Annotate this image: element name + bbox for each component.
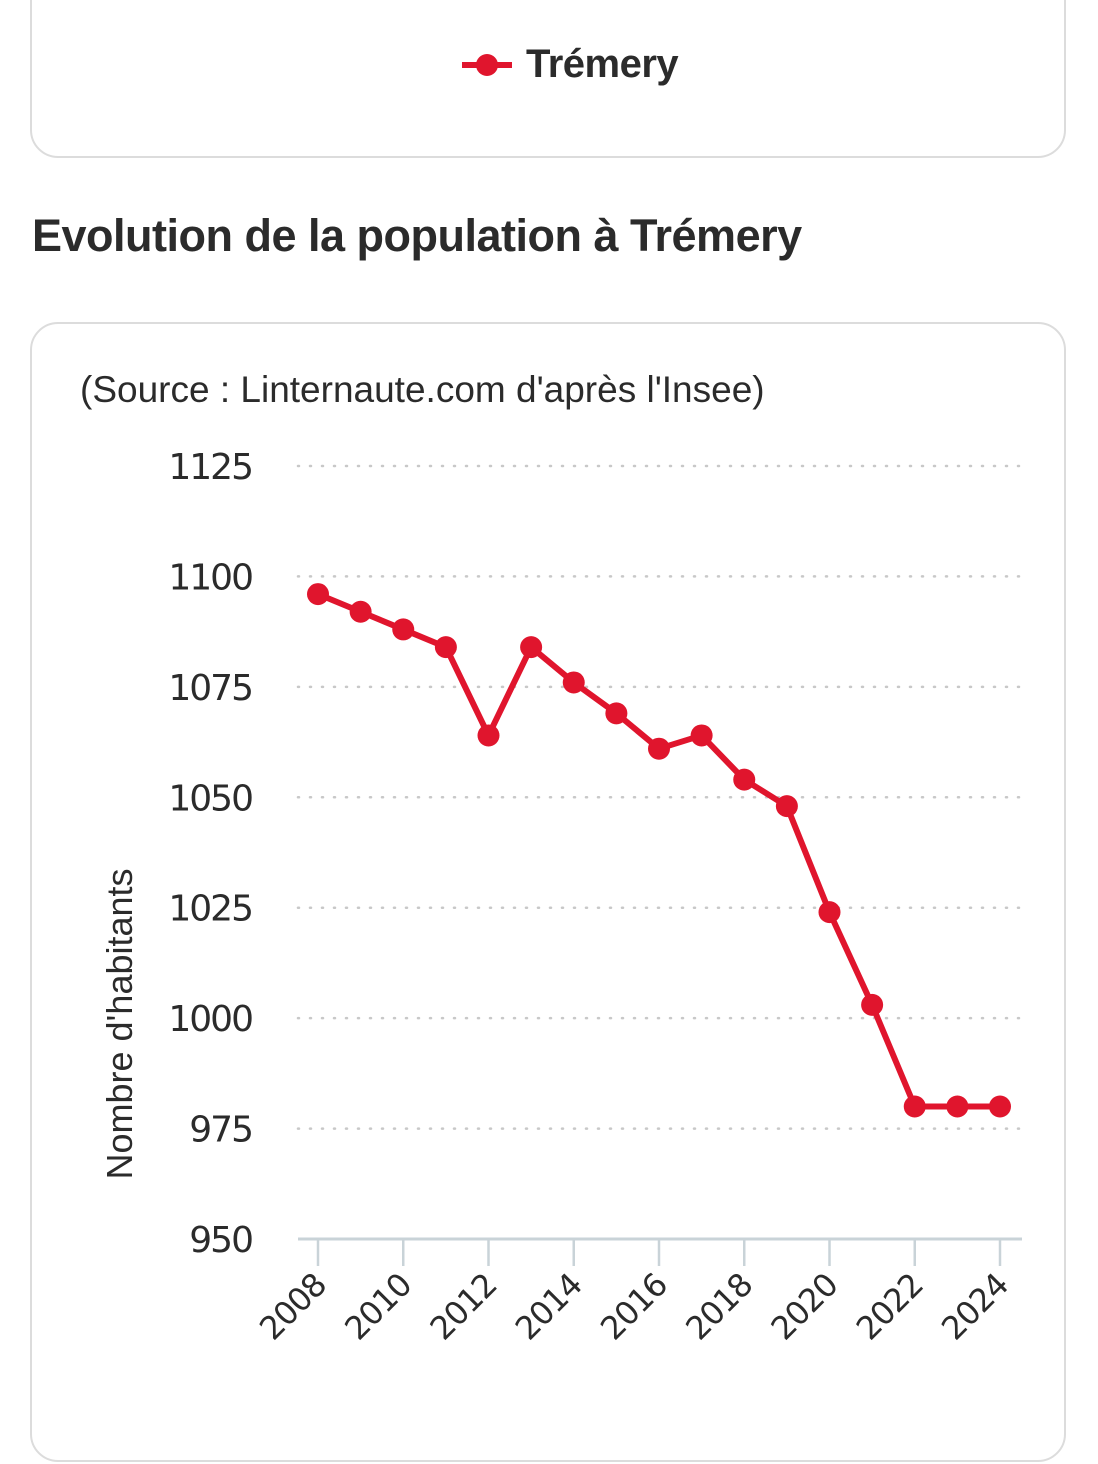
data-point	[648, 737, 670, 760]
x-axis	[298, 1237, 1022, 1266]
data-point	[946, 1095, 969, 1118]
y-tick-label: 950	[189, 1220, 252, 1261]
grid-lines	[296, 464, 1024, 1130]
x-tick-label: 2018	[678, 1266, 760, 1348]
x-tick-label: 2020	[764, 1266, 846, 1348]
x-tick-label: 2010	[337, 1266, 419, 1348]
data-point	[349, 600, 372, 623]
legend-label: Trémery	[526, 42, 679, 86]
legend-item-tremery[interactable]: Trémery	[462, 42, 679, 87]
series-tremery	[307, 583, 1011, 1118]
y-tick-label: 1100	[168, 557, 252, 598]
legend-card: Trémery	[30, 0, 1066, 158]
data-point	[818, 901, 841, 924]
data-point	[434, 636, 457, 659]
data-point	[520, 636, 543, 659]
population-chart: (Source : Linternaute.com d'après l'Inse…	[80, 369, 1024, 1348]
y-tick-label: 1125	[168, 447, 252, 488]
section-title: Evolution de la population à Trémery	[32, 210, 802, 261]
data-point	[392, 618, 415, 641]
data-point	[477, 724, 500, 747]
data-point	[775, 795, 798, 818]
y-axis-label: Nombre d'habitants	[99, 868, 140, 1179]
data-point	[562, 671, 585, 694]
data-point	[690, 724, 713, 747]
series-line	[316, 591, 1000, 1110]
x-tick-label: 2012	[423, 1266, 505, 1348]
data-point	[989, 1095, 1011, 1118]
x-tick-label: 2016	[593, 1266, 675, 1348]
chart-card: (Source : Linternaute.com d'après l'Inse…	[30, 322, 1066, 1462]
data-point	[605, 702, 628, 725]
data-point	[307, 583, 329, 606]
data-point	[861, 993, 884, 1016]
y-tick-labels: 950 975 1000 1025 1050 1075 1100 1125	[168, 447, 254, 1261]
x-tick-label: 2022	[849, 1266, 931, 1348]
y-tick-label: 975	[189, 1110, 252, 1151]
x-tick-label: 2008	[252, 1266, 334, 1348]
y-tick-label: 1000	[168, 999, 252, 1040]
y-tick-label: 1050	[168, 778, 252, 819]
data-point	[733, 768, 756, 791]
chart-source: (Source : Linternaute.com d'après l'Inse…	[80, 369, 765, 410]
line-dot-marker-icon	[462, 53, 512, 76]
x-tick-label: 2014	[508, 1266, 590, 1348]
y-tick-label: 1025	[168, 889, 252, 930]
data-point	[903, 1095, 926, 1118]
y-tick-label: 1075	[168, 668, 252, 709]
x-tick-label: 2024	[934, 1266, 1016, 1348]
x-tick-labels: 2008 2010 2012 2014 2016 2018 2020 2022 2024	[252, 1266, 1016, 1348]
